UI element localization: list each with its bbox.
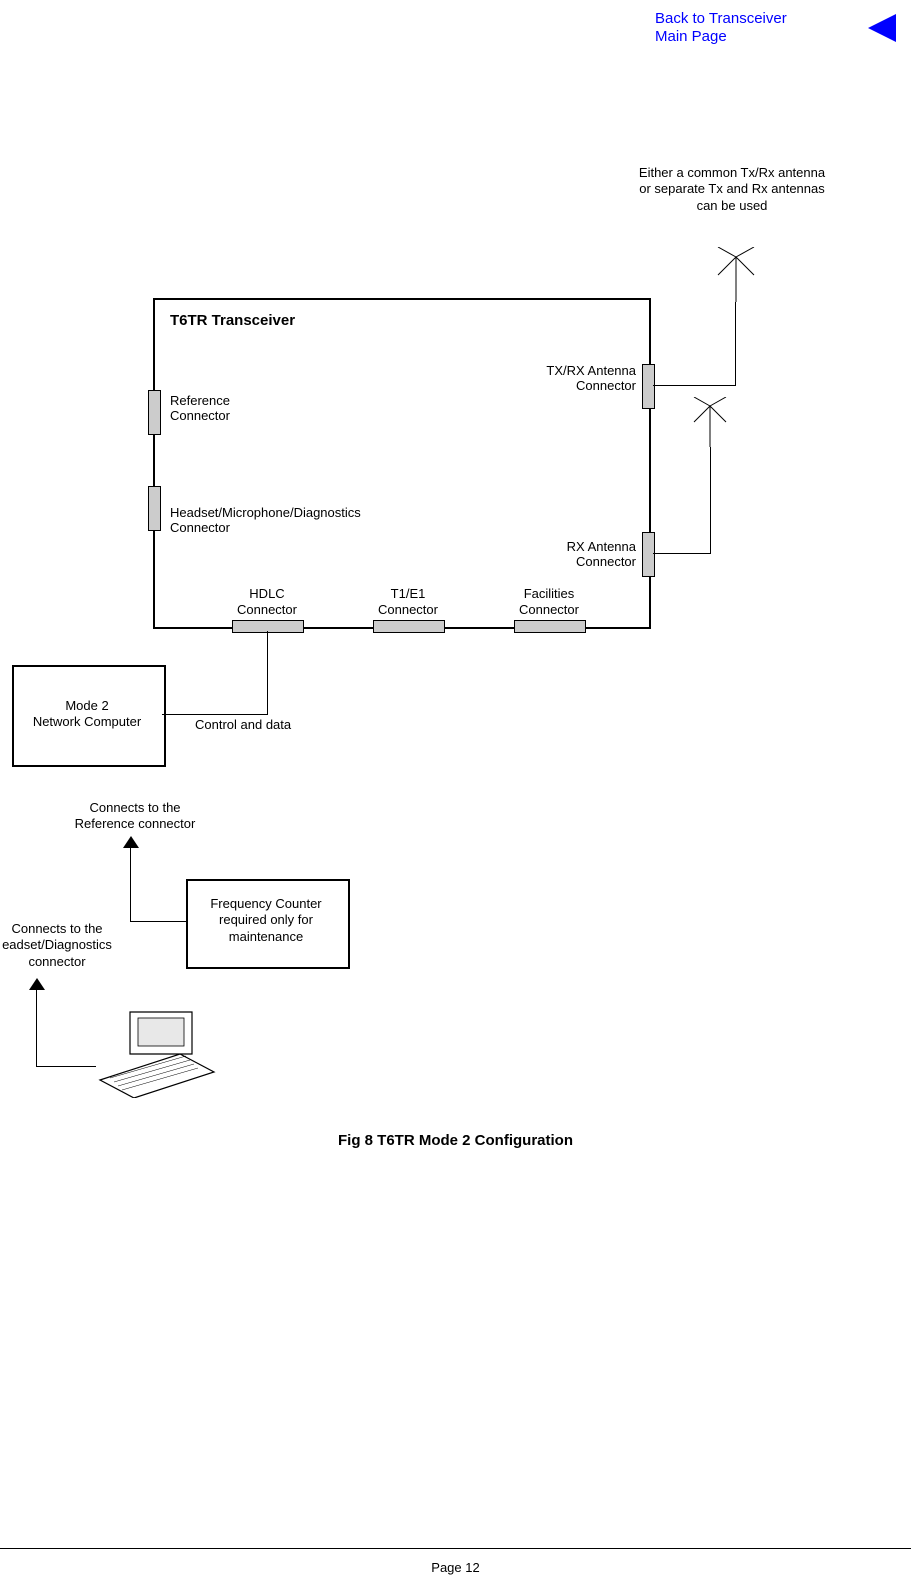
label-reference: Reference Connector xyxy=(170,393,230,423)
line xyxy=(710,447,711,554)
antenna-note: Either a common Tx/Rx antenna or separat… xyxy=(632,165,832,214)
label-hdlc: HDLC Connector xyxy=(219,586,315,619)
antenna-txrx-icon xyxy=(716,247,756,302)
label-txrx: TX/RX Antenna Connector xyxy=(496,363,636,393)
connector-facilities xyxy=(514,620,586,633)
antenna-rx-icon xyxy=(692,397,728,447)
page-number: Page 12 xyxy=(0,1560,911,1575)
label-connects-ref: Connects to the Reference connector xyxy=(60,800,210,833)
label-rx: RX Antenna Connector xyxy=(496,539,636,569)
label-t1e1: T1/E1 Connector xyxy=(360,586,456,619)
line xyxy=(130,921,186,922)
line xyxy=(130,846,131,922)
back-link[interactable]: Back to Transceiver Main Page xyxy=(655,10,855,46)
line xyxy=(735,302,736,386)
figure-caption: Fig 8 T6TR Mode 2 Configuration xyxy=(0,1132,911,1149)
label-freq-counter: Frequency Counter required only for main… xyxy=(186,896,346,945)
label-mode2: Mode 2 Network Computer xyxy=(12,698,162,731)
arrowhead-icon xyxy=(29,978,45,990)
connector-rx-antenna xyxy=(642,532,655,577)
line xyxy=(36,988,37,1067)
label-connects-headset: Connects to the eadset/Diagnostics conne… xyxy=(0,921,132,970)
transceiver-box xyxy=(153,298,651,629)
footer-rule xyxy=(0,1548,911,1549)
connector-t1e1 xyxy=(373,620,445,633)
line xyxy=(653,385,736,386)
back-triangle-icon[interactable] xyxy=(868,14,896,42)
back-link-line1: Back to Transceiver xyxy=(655,10,787,27)
line xyxy=(267,631,268,715)
line xyxy=(36,1066,96,1067)
line xyxy=(653,553,711,554)
transceiver-title: T6TR Transceiver xyxy=(170,312,295,329)
laptop-icon xyxy=(96,1010,216,1098)
line xyxy=(162,714,268,715)
arrowhead-icon xyxy=(123,836,139,848)
label-control-data: Control and data xyxy=(195,717,291,732)
connector-hdlc xyxy=(232,620,304,633)
label-facilities: Facilities Connector xyxy=(501,586,597,619)
connector-txrx-antenna xyxy=(642,364,655,409)
back-link-line2: Main Page xyxy=(655,28,727,45)
connector-headset xyxy=(148,486,161,531)
connector-reference xyxy=(148,390,161,435)
label-headset: Headset/Microphone/Diagnostics Connector xyxy=(170,505,361,535)
